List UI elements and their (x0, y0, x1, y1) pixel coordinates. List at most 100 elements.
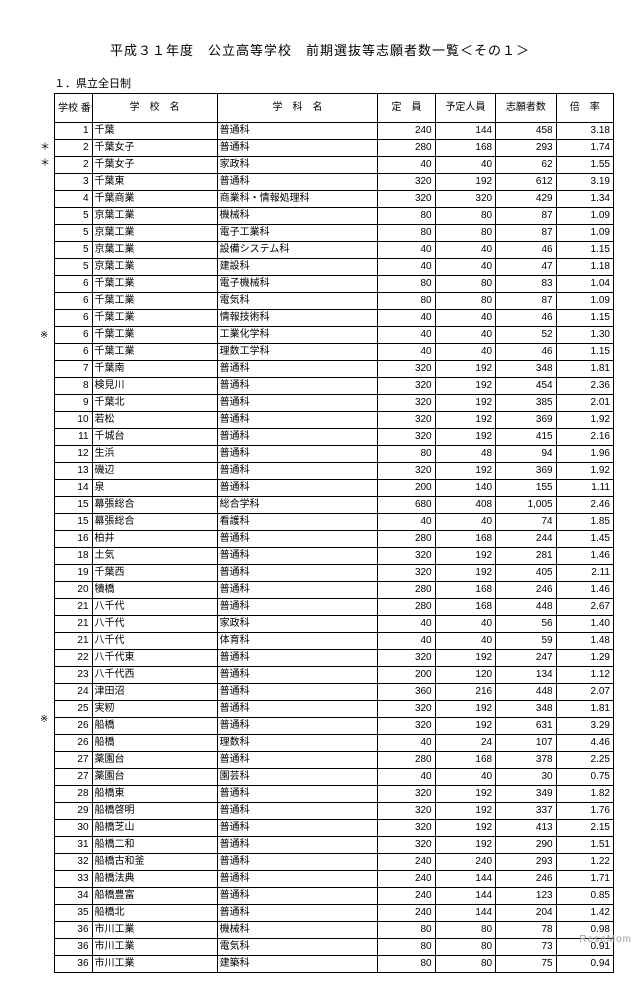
cell-dept: 普通科 (217, 803, 378, 820)
cell-app: 30 (496, 769, 556, 786)
cell-plan: 216 (435, 684, 495, 701)
cell-school: 八千代東 (92, 650, 217, 667)
cell-num: 6 (55, 310, 93, 327)
cell-app: 385 (496, 395, 556, 412)
cell-app: 337 (496, 803, 556, 820)
cell-app: 52 (496, 327, 556, 344)
cell-dept: 普通科 (217, 582, 378, 599)
cell-app: 413 (496, 820, 556, 837)
cell-num: 30 (55, 820, 93, 837)
cell-school: 千葉工業 (92, 327, 217, 344)
cell-rate: 0.75 (556, 769, 613, 786)
cell-rate: 1.11 (556, 480, 613, 497)
cell-cap: 40 (378, 310, 435, 327)
table-row: 5京葉工業電子工業科8080871.09 (55, 225, 614, 242)
cell-rate: 1.42 (556, 905, 613, 922)
cell-rate: 1.18 (556, 259, 613, 276)
cell-school: 薬園台 (92, 752, 217, 769)
table-row: 6千葉工業電気科8080871.09 (55, 293, 614, 310)
cell-cap: 320 (378, 191, 435, 208)
cell-rate: 1.74 (556, 140, 613, 157)
table-row: 3千葉東普通科3201926123.19 (55, 174, 614, 191)
cell-plan: 40 (435, 633, 495, 650)
cell-num: 21 (55, 599, 93, 616)
cell-dept: 普通科 (217, 140, 378, 157)
cell-plan: 120 (435, 667, 495, 684)
cell-cap: 240 (378, 888, 435, 905)
cell-num: 1 (55, 123, 93, 140)
cell-dept: 普通科 (217, 480, 378, 497)
cell-plan: 80 (435, 208, 495, 225)
cell-rate: 2.15 (556, 820, 613, 837)
cell-plan: 80 (435, 225, 495, 242)
cell-num: 6 (55, 327, 93, 344)
cell-rate: 1.92 (556, 412, 613, 429)
cell-dept: 普通科 (217, 565, 378, 582)
cell-num: 36 (55, 956, 93, 973)
cell-school: 千葉工業 (92, 293, 217, 310)
table-row: 9千葉北普通科3201923852.01 (55, 395, 614, 412)
cell-rate: 2.36 (556, 378, 613, 395)
cell-plan: 144 (435, 888, 495, 905)
cell-school: 八千代西 (92, 667, 217, 684)
cell-num: 27 (55, 769, 93, 786)
cell-app: 87 (496, 225, 556, 242)
cell-dept: 電子工業科 (217, 225, 378, 242)
cell-plan: 192 (435, 718, 495, 735)
cell-rate: 1.46 (556, 548, 613, 565)
cell-cap: 280 (378, 582, 435, 599)
cell-num: 33 (55, 871, 93, 888)
cell-app: 246 (496, 871, 556, 888)
cell-app: 62 (496, 157, 556, 174)
cell-num: 2 (55, 157, 93, 174)
cell-plan: 168 (435, 582, 495, 599)
cell-dept: 普通科 (217, 854, 378, 871)
cell-school: 生浜 (92, 446, 217, 463)
cell-num: 26 (55, 718, 93, 735)
table-row: 13磯辺普通科3201923691.92 (55, 463, 614, 480)
table-row: 23八千代西普通科2001201341.12 (55, 667, 614, 684)
cell-cap: 40 (378, 327, 435, 344)
cell-cap: 320 (378, 803, 435, 820)
cell-dept: 普通科 (217, 174, 378, 191)
cell-school: 検見川 (92, 378, 217, 395)
cell-cap: 320 (378, 650, 435, 667)
cell-dept: 家政科 (217, 616, 378, 633)
table-row: 12生浜普通科8048941.96 (55, 446, 614, 463)
table-row: 27薬園台園芸科4040300.75 (55, 769, 614, 786)
row-mark: ＊ (40, 154, 50, 169)
cell-num: 16 (55, 531, 93, 548)
cell-cap: 40 (378, 157, 435, 174)
cell-school: 千葉東 (92, 174, 217, 191)
table-row: 36市川工業機械科8080780.98 (55, 922, 614, 939)
cell-num: 2 (55, 140, 93, 157)
cell-rate: 1.92 (556, 463, 613, 480)
table-row: 27薬園台普通科2801683782.25 (55, 752, 614, 769)
table-row: 10若松普通科3201923691.92 (55, 412, 614, 429)
cell-app: 290 (496, 837, 556, 854)
table-row: 21八千代家政科4040561.40 (55, 616, 614, 633)
cell-cap: 40 (378, 514, 435, 531)
cell-plan: 192 (435, 803, 495, 820)
cell-num: 6 (55, 293, 93, 310)
cell-dept: 普通科 (217, 837, 378, 854)
cell-dept: 普通科 (217, 667, 378, 684)
table-row: 5京葉工業設備システム科4040461.15 (55, 242, 614, 259)
cell-school: 市川工業 (92, 922, 217, 939)
cell-cap: 320 (378, 361, 435, 378)
cell-plan: 40 (435, 327, 495, 344)
cell-dept: 建築科 (217, 956, 378, 973)
cell-num: 21 (55, 616, 93, 633)
cell-rate: 0.85 (556, 888, 613, 905)
table-row: 30船橋芝山普通科3201924132.15 (55, 820, 614, 837)
cell-app: 348 (496, 361, 556, 378)
table-row: 22八千代東普通科3201922471.29 (55, 650, 614, 667)
table-row: 21八千代体育科4040591.48 (55, 633, 614, 650)
table-row: 31船橋二和普通科3201922901.51 (55, 837, 614, 854)
cell-rate: 1.76 (556, 803, 613, 820)
cell-plan: 80 (435, 293, 495, 310)
cell-num: 27 (55, 752, 93, 769)
cell-cap: 240 (378, 123, 435, 140)
cell-dept: 理数科 (217, 735, 378, 752)
cell-app: 46 (496, 344, 556, 361)
